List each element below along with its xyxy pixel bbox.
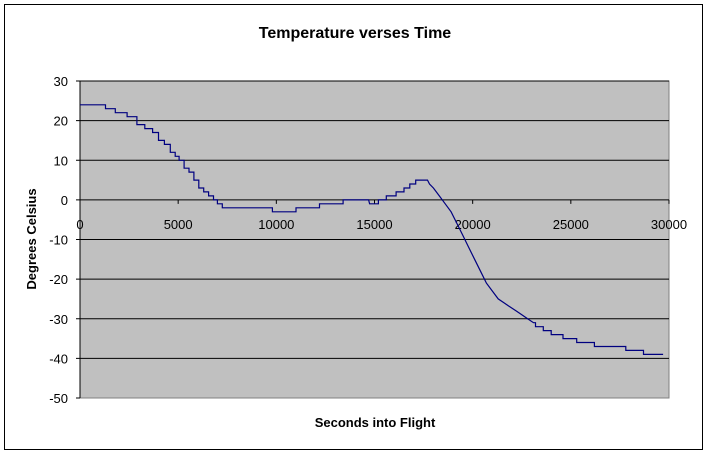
y-axis-title: Degrees Celsius — [24, 188, 39, 289]
y-tick-label: -20 — [49, 272, 68, 287]
y-tick-label: 20 — [54, 114, 68, 129]
x-axis-ticks: 0 5000 10000 15000 20000 25000 30000 — [76, 199, 687, 232]
chart-title: Temperature verses Time — [259, 25, 452, 42]
y-tick-label: -10 — [49, 233, 68, 248]
x-tick-label: 30000 — [651, 217, 687, 232]
y-tick-label: -50 — [49, 391, 68, 406]
x-tick-label: 20000 — [455, 217, 491, 232]
series-group — [80, 104, 664, 355]
y-tick-label: 30 — [54, 74, 68, 89]
x-axis-title: Seconds into Flight — [315, 415, 436, 430]
x-tick-label: 0 — [76, 217, 83, 232]
y-tick-label: 10 — [54, 153, 68, 168]
y-tick-label: -40 — [49, 351, 68, 366]
y-tick-label: 0 — [61, 193, 68, 208]
x-tick-label: 25000 — [553, 217, 589, 232]
y-tick-label: -30 — [49, 312, 68, 327]
x-tick-label: 5000 — [164, 217, 193, 232]
x-tick-label: 10000 — [258, 217, 294, 232]
x-tick-label: 15000 — [356, 217, 392, 232]
y-axis-ticks: 30 20 10 0 -10 -20 -30 -40 -50 — [49, 74, 80, 406]
gridlines — [80, 80, 669, 359]
series-line — [80, 104, 664, 355]
